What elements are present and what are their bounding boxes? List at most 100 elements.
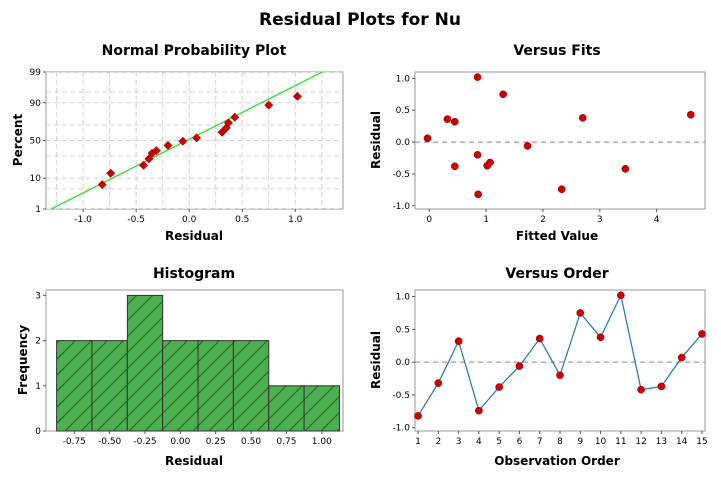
hist-title: Histogram <box>153 266 235 282</box>
order-xtick-label: 2 <box>435 437 441 447</box>
order-point <box>637 385 645 394</box>
order-xtick-label: 13 <box>656 437 667 447</box>
npp-fit-line <box>51 72 324 209</box>
order-ytick-label: 0.5 <box>396 325 410 335</box>
order-xtick-label: 6 <box>517 437 523 447</box>
fits-point <box>686 110 695 119</box>
order-point <box>454 337 463 346</box>
histogram-plot: Histogram -0.75 -0.50 -0.25 0.00 0.25 0.50 0.7… <box>16 266 344 468</box>
order-series-line <box>417 293 703 417</box>
hist-ytick-label: 0 <box>35 427 41 437</box>
npp-ytick-label: 10 <box>30 174 42 184</box>
order-ytick-label: 0.0 <box>396 358 411 368</box>
npp-xtick-label: 0.0 <box>182 215 197 225</box>
hist-ylabel: Frequency <box>16 325 30 395</box>
npp-xtick-label: 0.5 <box>235 215 249 225</box>
fits-point <box>450 162 459 171</box>
npp-title: Normal Probability Plot <box>102 43 287 59</box>
order-xtick-label: 7 <box>537 437 543 447</box>
hist-bar <box>197 340 234 432</box>
fits-point <box>474 190 482 199</box>
hist-xtick-label: 1.00 <box>312 437 332 447</box>
fits-ytick-label: 0.0 <box>396 138 411 148</box>
hist-ytick-label: 1 <box>35 382 41 392</box>
order-point <box>475 406 483 415</box>
fits-xtick-label: 4 <box>654 215 660 225</box>
fits-xtick-label: 2 <box>540 215 546 225</box>
order-point <box>698 330 706 338</box>
fits-point <box>486 158 494 167</box>
npp-ytick-label: 90 <box>30 99 42 109</box>
order-ytick-label: 1.0 <box>396 293 411 303</box>
hist-xlabel: Residual <box>165 454 223 468</box>
hist-xtick-label: -0.50 <box>98 437 122 447</box>
fits-point <box>450 117 459 126</box>
npp-point <box>97 180 107 190</box>
order-xtick-label: 8 <box>557 437 563 447</box>
hist-xtick-label: 0.75 <box>276 437 296 447</box>
order-point <box>535 334 544 343</box>
fits-point <box>443 115 452 124</box>
order-point <box>515 362 524 370</box>
versus-fits-plot: Versus Fits 0 1 2 3 4 -1.0 -0.5 0.0 0.5 1.0 Fitte… <box>369 43 706 243</box>
fits-ytick-label: -0.5 <box>392 170 410 180</box>
npp-ylabel: Percent <box>11 114 25 167</box>
order-point <box>657 382 666 391</box>
order-point <box>434 379 443 387</box>
hist-bar <box>303 385 340 432</box>
npp-ytick-label: 50 <box>30 137 42 147</box>
npp-ytick-label: 99 <box>30 68 42 78</box>
npp-point <box>230 112 240 122</box>
npp-ytick-label: 1 <box>35 205 41 215</box>
hist-xtick-label: 0.25 <box>206 437 226 447</box>
hist-bar <box>126 294 164 432</box>
hist-xtick-label: 0.00 <box>170 437 190 447</box>
fits-ytick-label: 1.0 <box>396 74 411 84</box>
npp-point <box>163 140 173 151</box>
fits-xtick-label: 1 <box>483 215 489 225</box>
fits-xtick-label: 3 <box>597 215 603 225</box>
npp-xtick-label: -1.0 <box>74 215 92 225</box>
order-xtick-label: 11 <box>615 437 626 447</box>
order-xtick-label: 12 <box>635 437 646 447</box>
npp-point <box>192 133 202 143</box>
order-point <box>616 291 625 300</box>
fits-ytick-label: -1.0 <box>392 202 410 212</box>
npp-point <box>223 118 233 128</box>
order-xtick-label: 3 <box>456 437 462 447</box>
page-title: Residual Plots for Nu <box>259 10 461 30</box>
npp-xtick-label: 1.0 <box>288 215 303 225</box>
npp-xlabel: Residual <box>165 229 223 243</box>
fits-point <box>423 134 432 143</box>
order-xtick-label: 10 <box>595 437 607 447</box>
order-point <box>495 383 504 391</box>
fits-frame <box>414 71 706 210</box>
order-ytick-label: -0.5 <box>392 391 410 401</box>
hist-bar <box>268 385 305 432</box>
versus-order-plot: Versus Order 1 2 3 4 5 6 7 8 9 10 11 12 13 14 15-1.0-0… <box>369 266 708 468</box>
order-xtick-label: 14 <box>676 437 688 447</box>
order-xtick-label: 4 <box>476 437 482 447</box>
order-title: Versus Order <box>505 266 608 282</box>
npp-plot-area <box>46 72 343 209</box>
fits-point <box>499 90 507 99</box>
npp-point <box>264 100 274 110</box>
order-xtick-label: 1 <box>415 437 421 447</box>
fits-point <box>523 142 532 150</box>
fits-ylabel: Residual <box>369 111 383 169</box>
npp-xtick-label: -0.5 <box>127 215 145 225</box>
order-point <box>596 333 605 342</box>
fits-point <box>621 165 630 173</box>
hist-bar <box>232 340 270 432</box>
hist-bar <box>56 340 93 432</box>
order-point <box>556 371 564 380</box>
fits-xtick-label: 0 <box>426 215 432 225</box>
order-point <box>576 309 585 317</box>
order-frame <box>414 289 706 432</box>
fits-title: Versus Fits <box>513 43 600 59</box>
order-xlabel: Observation Order <box>494 454 620 468</box>
npp-point <box>144 154 154 164</box>
hist-xtick-label: -0.75 <box>63 437 86 447</box>
npp-point <box>151 146 161 156</box>
